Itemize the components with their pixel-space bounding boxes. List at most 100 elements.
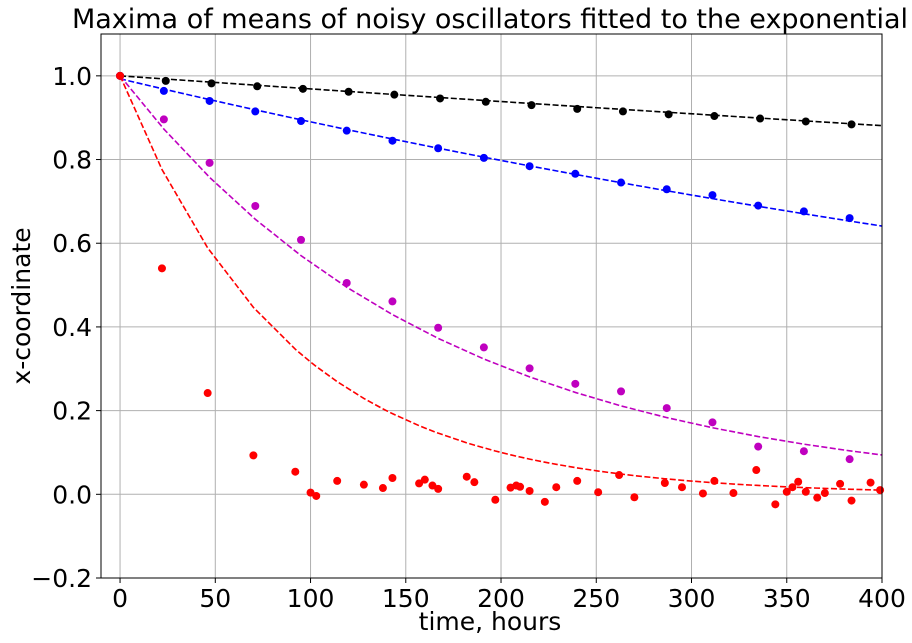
series-2-point: [617, 387, 626, 396]
y-tick-label: 0.8: [52, 146, 92, 175]
series-1-point: [571, 169, 580, 178]
x-tick-label: 400: [858, 584, 906, 613]
series-3-point: [794, 477, 803, 486]
series-3-point: [249, 451, 258, 460]
series-1-point: [525, 162, 534, 171]
series-1-point: [479, 153, 488, 162]
series-3-point: [782, 487, 791, 496]
series-1-point: [388, 136, 397, 145]
series-3-point: [615, 471, 624, 480]
series-3-point: [771, 500, 780, 509]
series-3-point: [630, 493, 639, 502]
series-0-point: [664, 110, 673, 119]
y-tick-label: −0.2: [31, 564, 92, 593]
series-3-point: [677, 483, 686, 492]
series-0-point: [481, 97, 490, 106]
series-3-point: [836, 479, 845, 488]
x-tick-label: 0: [112, 584, 128, 613]
series-1-point: [159, 86, 168, 95]
series-1-point: [799, 207, 808, 216]
series-3-point: [698, 489, 707, 498]
series-0-point: [253, 82, 262, 91]
series-2-point: [662, 404, 671, 413]
series-1-point: [845, 214, 854, 223]
series-2-point: [525, 364, 534, 373]
series-3-point: [813, 493, 822, 502]
series-3-point: [378, 484, 387, 493]
series-0-point: [161, 76, 170, 85]
series-0-point: [390, 90, 399, 99]
series-2-point: [159, 115, 168, 124]
series-3-point: [312, 491, 321, 500]
series-1-point: [251, 107, 260, 116]
y-tick-label: 0.6: [52, 229, 92, 258]
series-3-point: [157, 264, 166, 273]
series-3-point: [525, 486, 534, 495]
y-tick-label: 0.2: [52, 397, 92, 426]
series-3-point: [333, 476, 342, 485]
series-3-point: [594, 488, 603, 497]
series-3-point: [710, 476, 719, 485]
series-3-point: [573, 476, 582, 485]
series-3-point: [415, 479, 424, 488]
y-tick-label: 0.0: [52, 480, 92, 509]
y-axis-label: x-coordinate: [7, 227, 36, 384]
series-2-point: [754, 442, 763, 451]
x-tick-label: 200: [477, 584, 525, 613]
x-tick-label: 50: [199, 584, 231, 613]
plot-frame: [100, 33, 883, 579]
x-tick-label: 100: [287, 584, 335, 613]
series-0-fit-line: [119, 75, 883, 127]
chart-title: Maxima of means of noisy oscillators fit…: [72, 4, 908, 35]
series-3-fit-line: [119, 75, 883, 491]
series-3-point: [788, 483, 797, 492]
series-2-point: [388, 297, 397, 306]
series-1-point: [617, 178, 626, 187]
series-3-point: [434, 484, 443, 493]
y-tick-label: 0.4: [52, 313, 92, 342]
x-tick-label: 150: [382, 584, 430, 613]
series-0-point: [207, 79, 216, 88]
series-1-point: [205, 96, 214, 105]
series-3-point: [291, 467, 300, 476]
data-points: [116, 71, 885, 509]
series-2-point: [434, 323, 443, 332]
series-0-point: [573, 104, 582, 113]
series-3-point: [820, 489, 829, 498]
x-tick-label: 300: [668, 584, 716, 613]
series-0-point: [298, 84, 307, 93]
series-2-point: [342, 278, 351, 287]
series-1-point: [754, 201, 763, 210]
series-0-point: [801, 117, 810, 126]
series-3-point: [552, 483, 561, 492]
series-3-point: [847, 496, 856, 505]
series-0-point: [710, 112, 719, 121]
series-3-point: [729, 489, 738, 498]
series-3-point: [420, 475, 429, 484]
series-3-point: [660, 479, 669, 488]
series-3-point: [359, 480, 368, 489]
y-tick-label: 1.0: [52, 62, 92, 91]
x-tick-label: 350: [763, 584, 811, 613]
series-3-point: [116, 71, 125, 80]
series-0-point: [344, 87, 353, 96]
series-3-point: [540, 497, 549, 506]
series-1-point: [708, 191, 717, 200]
series-3-point: [866, 478, 875, 487]
series-3-point: [388, 473, 397, 482]
series-1-point: [662, 185, 671, 194]
series-2-point: [205, 158, 214, 167]
series-1-point: [434, 144, 443, 153]
series-3-point: [462, 472, 471, 481]
series-2-point: [799, 447, 808, 456]
series-2-point: [297, 235, 306, 244]
x-tick-label: 250: [572, 584, 620, 613]
series-0-point: [618, 107, 627, 116]
x-axis: 0 50 100 150 200 250 300 350 400: [112, 578, 906, 613]
series-3-point: [203, 389, 212, 398]
series-1-point: [297, 117, 306, 126]
series-3-point: [752, 466, 761, 475]
series-3-point: [516, 482, 525, 491]
series-2-point: [571, 379, 580, 388]
